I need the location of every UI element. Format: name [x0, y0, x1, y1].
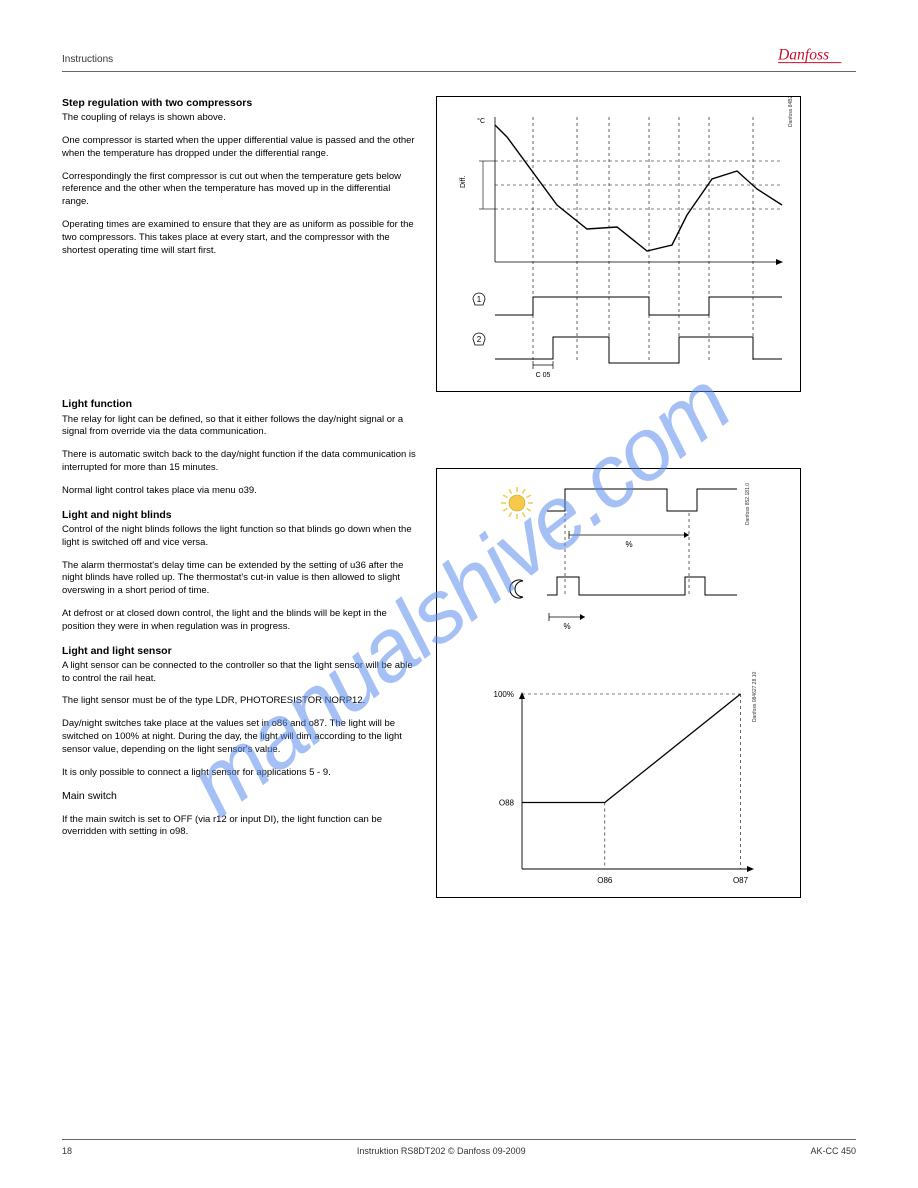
- sec4-p3: Day/night switches take place at the val…: [62, 718, 418, 756]
- svg-text:Danfoss 84B2135.10: Danfoss 84B2135.10: [788, 97, 794, 127]
- svg-text:100%: 100%: [494, 690, 514, 699]
- sec2-p1: The relay for light can be defined, so t…: [62, 414, 418, 440]
- svg-text:Danfoss: Danfoss: [778, 46, 829, 63]
- sec2-p2: There is automatic switch back to the da…: [62, 449, 418, 475]
- svg-text:O86: O86: [597, 876, 613, 885]
- svg-text:2: 2: [477, 335, 482, 344]
- sec2-head: Light function: [62, 397, 418, 411]
- sec4-p1: A light sensor can be connected to the c…: [62, 660, 418, 686]
- sec2-p3: Normal light control takes place via men…: [62, 485, 418, 498]
- sec1-p3: Correspondingly the first compressor is …: [62, 171, 418, 209]
- footer-center: Instruktion RS8DT202 © Danfoss 09-2009: [357, 1146, 526, 1156]
- sec3-p3: At defrost or at closed down control, th…: [62, 608, 418, 634]
- page-footer: 18 Instruktion RS8DT202 © Danfoss 09-200…: [62, 1139, 856, 1156]
- svg-text:C 05: C 05: [536, 372, 551, 379]
- sec4-p5: Main switch: [62, 789, 418, 803]
- sec3-head: Light and night blinds: [62, 508, 418, 522]
- svg-text:°C: °C: [477, 117, 485, 125]
- svg-text:O87: O87: [733, 876, 749, 885]
- footer-page-num: 18: [62, 1146, 72, 1156]
- page-header: Instructions Danfoss: [62, 28, 856, 72]
- header-left: Instructions: [62, 54, 113, 65]
- danfoss-logo: Danfoss: [778, 46, 856, 66]
- sec3-p2: The alarm thermostat's delay time can be…: [62, 560, 418, 598]
- sec1-p4: Operating times are examined to ensure t…: [62, 219, 418, 257]
- footer-right: AK-CC 450: [810, 1146, 856, 1156]
- svg-text:1: 1: [477, 295, 482, 304]
- svg-text:Danfoss 084627.28.10: Danfoss 084627.28.10: [752, 671, 758, 722]
- figure-1-compressor: Diff. °C 1 2 C 05 Danfoss 84B2135.10: [436, 96, 801, 392]
- svg-text:Diff.: Diff.: [460, 176, 467, 188]
- svg-text:O88: O88: [499, 799, 515, 808]
- svg-text:%: %: [563, 622, 570, 631]
- sec4-p4: It is only possible to connect a light s…: [62, 767, 418, 780]
- svg-text:%: %: [625, 540, 632, 549]
- sec4-head: Light and light sensor: [62, 644, 418, 658]
- sec4-p2: The light sensor must be of the type LDR…: [62, 695, 418, 708]
- sec4-p6: If the main switch is set to OFF (via r1…: [62, 814, 418, 840]
- sec1-head: Step regulation with two compressors: [62, 96, 418, 110]
- svg-text:Danfoss 852.181.0: Danfoss 852.181.0: [745, 483, 751, 525]
- sec3-p1: Control of the night blinds follows the …: [62, 524, 418, 550]
- sec1-p1: The coupling of relays is shown above.: [62, 112, 418, 125]
- right-column: Diff. °C 1 2 C 05 Danfoss 84B2135.10 %% Danfos…: [436, 96, 856, 898]
- figure-2-light: %% Danfoss 852.181.0 100% O88 O86 O87 Danfoss …: [436, 468, 801, 898]
- sec1-p2: One compressor is started when the upper…: [62, 135, 418, 161]
- left-column: Step regulation with two compressors The…: [62, 96, 436, 898]
